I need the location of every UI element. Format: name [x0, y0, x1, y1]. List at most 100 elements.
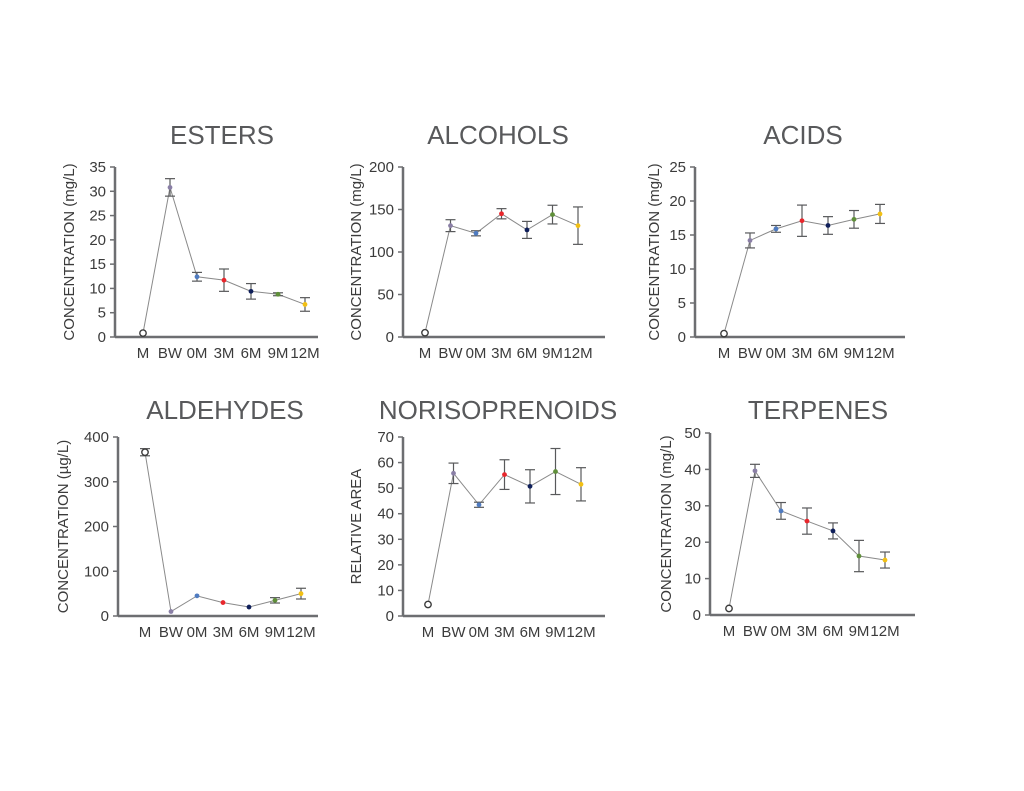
data-point: [747, 238, 753, 243]
data-point: [575, 223, 581, 229]
y-tick-label: 5: [98, 305, 106, 322]
x-tick-label: 9M: [265, 624, 286, 641]
x-tick-label: 0M: [466, 345, 487, 362]
y-tick-label: 0: [386, 608, 394, 625]
x-tick-label: 0M: [766, 345, 787, 362]
y-tick-label: 10: [669, 261, 686, 278]
data-point: [825, 223, 831, 228]
panel-esters: ESTERS CONCENTRATION (mg/L) 0 5 10 15 20 25 30 35…: [61, 120, 320, 362]
panel-acids: ACIDS CONCENTRATION (mg/L) 0 5 10 15 20 25 M BW 0M…: [646, 120, 905, 362]
data-point: [141, 448, 149, 457]
data-point: [220, 600, 226, 605]
y-axis-label: RELATIVE AREA: [348, 469, 365, 585]
y-tick-label: 5: [678, 295, 686, 312]
y-tick-label: 35: [89, 159, 106, 176]
data-point: [167, 185, 173, 190]
series-line: [142, 187, 306, 334]
y-tick-label: 10: [684, 571, 701, 588]
data-point: [248, 288, 254, 294]
x-tick-label: 12M: [566, 624, 595, 641]
y-tick-label: 50: [377, 287, 394, 304]
data-point: [246, 604, 252, 610]
x-tick-label: 9M: [849, 623, 870, 640]
y-tick-label: 300: [84, 474, 109, 491]
data-point: [194, 274, 200, 280]
y-tick-label: 40: [377, 506, 394, 523]
panel-title: NORISOPRENOIDS: [379, 395, 617, 425]
data-point: [856, 553, 862, 559]
panel-title: ALCOHOLS: [427, 120, 569, 150]
panel-title: ACIDS: [763, 120, 842, 150]
x-tick-label: M: [718, 345, 731, 362]
y-tick-label: 25: [89, 208, 106, 225]
y-tick-label: 50: [684, 425, 701, 442]
x-tick-label: 3M: [213, 624, 234, 641]
panel-terpenes: TERPENES CONCENTRATION (mg/L) 0 10 20 30 40 50 M…: [658, 395, 915, 640]
y-tick-label: 10: [377, 582, 394, 599]
x-tick-label: 6M: [823, 623, 844, 640]
y-tick-label: 20: [669, 193, 686, 210]
series-line: [427, 470, 582, 605]
data-point: [424, 600, 432, 609]
data-point: [773, 226, 779, 232]
data-point: [302, 302, 308, 307]
data-point: [799, 218, 805, 224]
x-tick-label: 12M: [865, 345, 894, 362]
data-point: [752, 468, 758, 474]
x-tick-label: BW: [159, 624, 184, 641]
y-tick-label: 25: [669, 159, 686, 176]
y-tick-label: 100: [84, 563, 109, 580]
y-tick-label: 0: [678, 329, 686, 346]
x-tick-label: 3M: [214, 345, 235, 362]
panel-aldehydes: ALDEHYDES CONCENTRATION (µg/L) 0 100 200 300 4…: [55, 395, 318, 641]
data-point: [524, 227, 530, 233]
x-tick-label: BW: [441, 624, 466, 641]
y-tick-label: 20: [377, 557, 394, 574]
y-tick-label: 10: [89, 280, 106, 297]
y-axis-label: CONCENTRATION (mg/L): [61, 163, 78, 340]
y-tick-label: 0: [101, 608, 109, 625]
data-point: [298, 591, 304, 597]
panel-alcohols: ALCOHOLS CONCENTRATION (mg/L) 0 50 100 150 200…: [348, 120, 605, 362]
y-axis-label: CONCENTRATION (mg/L): [646, 163, 663, 340]
data-point: [882, 557, 888, 563]
y-tick-label: 100: [369, 244, 394, 261]
x-tick-label: 9M: [542, 345, 563, 362]
x-tick-label: BW: [438, 345, 463, 362]
data-point: [473, 230, 479, 236]
data-point: [527, 483, 533, 489]
y-tick-label: 400: [84, 429, 109, 446]
data-point: [804, 518, 810, 524]
data-point: [553, 469, 558, 474]
x-tick-label: 3M: [792, 345, 813, 362]
x-tick-label: 0M: [771, 623, 792, 640]
x-tick-label: 0M: [187, 345, 208, 362]
y-tick-label: 20: [684, 534, 701, 551]
y-tick-label: 30: [89, 183, 106, 200]
data-point: [451, 470, 456, 476]
x-tick-label: 12M: [870, 623, 899, 640]
data-point: [550, 212, 555, 218]
y-tick-label: 0: [386, 329, 394, 346]
data-point: [476, 502, 482, 508]
x-tick-label: 12M: [563, 345, 592, 362]
y-tick-label: 15: [89, 256, 106, 273]
x-tick-label: BW: [738, 345, 763, 362]
x-tick-label: 6M: [520, 624, 541, 641]
x-tick-label: 6M: [517, 345, 538, 362]
x-tick-label: M: [422, 624, 435, 641]
y-tick-label: 60: [377, 455, 394, 472]
y-tick-label: 20: [89, 232, 106, 249]
y-tick-label: 70: [377, 429, 394, 446]
panel-title: ALDEHYDES: [146, 395, 304, 425]
x-tick-label: 9M: [545, 624, 566, 641]
data-point: [139, 329, 147, 338]
data-point: [168, 609, 174, 614]
y-tick-label: 50: [377, 480, 394, 497]
data-point: [778, 508, 784, 514]
data-point: [578, 481, 584, 487]
y-tick-label: 40: [684, 461, 701, 478]
data-point: [421, 328, 429, 337]
y-tick-label: 30: [377, 531, 394, 548]
